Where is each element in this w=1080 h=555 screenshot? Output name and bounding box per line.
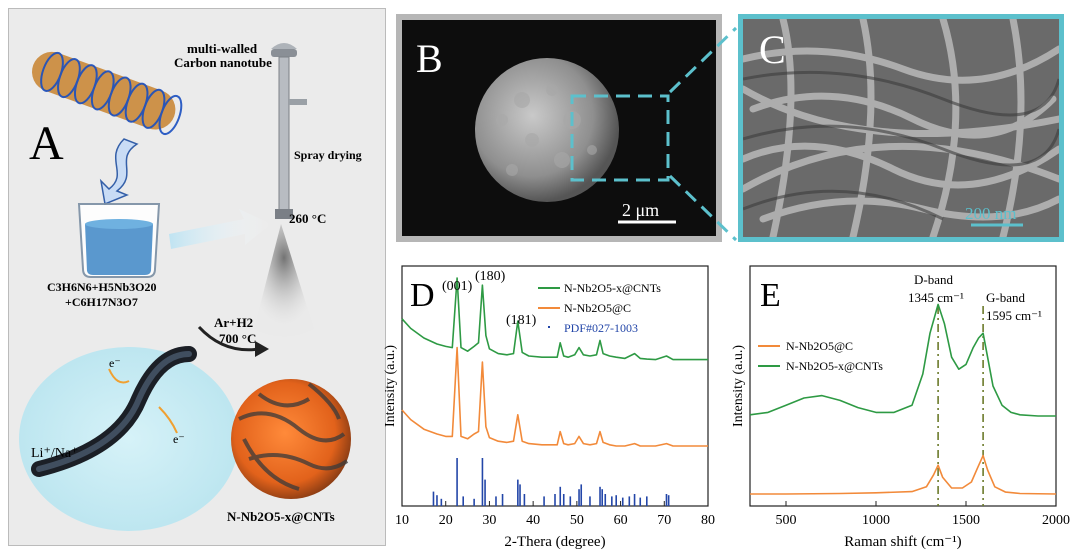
xtick-label: 1500 [952,513,980,528]
chart-d-xticks: 10 20 30 40 50 60 70 80 [395,501,715,528]
gas-label: Ar+H2 [214,315,253,330]
xtick-label: 1000 [862,513,890,528]
anneal-temp-label: 700 °C [219,331,256,346]
temp-label: 260 °C [289,211,326,226]
xtick-label: 80 [701,513,715,528]
spray-label: Spray drying [294,148,362,162]
xtick-label: 10 [395,513,409,528]
series-line-0 [749,303,1056,417]
xtick-label: 20 [439,513,453,528]
annotation-180: (180) [475,269,506,284]
nanotube-label-1: multi-walled [187,41,258,56]
annotation-181: (181) [506,313,537,328]
band-d-value: 1345 cm⁻¹ [908,290,964,305]
panel-b-svg: B 2 μm [416,36,676,224]
panel-b-letter: B [416,36,443,81]
chart-d-series [401,277,708,506]
panel-a-letter: A [29,117,64,170]
scale-bar-b-label: 2 μm [622,200,659,220]
chart-e-frame [749,265,1057,507]
electron-label-2: e⁻ [173,432,185,446]
chart-d-ylabel: Intensity (a.u.) [383,345,398,427]
product-label: N-Nb2O5-x@CNTs [227,509,335,524]
electron-label-1: e⁻ [109,356,121,370]
nanotube-label-2: Carbon nanotube [174,55,272,70]
band-g-value: 1595 cm⁻¹ [986,308,1042,323]
zoom-connector [668,26,738,242]
panel-e-letter: E [760,277,781,314]
chart-e-series [749,303,1057,495]
chart-e-ylabel: Intensity (a.u.) [731,345,746,427]
spray-mist [254,224,314,337]
panel-d-letter: D [410,277,435,314]
scale-bar-c-label: 200 nm [965,204,1016,223]
xtick-label: 70 [657,513,671,528]
anneal-arrow-icon [197,325,260,352]
band-d-label: D-band [914,272,953,287]
series-line-0 [401,277,708,361]
curved-arrow-icon [99,138,139,206]
panel-c-svg: C 200 nm [743,19,1059,237]
panel-b-sem-image: B 2 μm [396,14,722,242]
legend-d-3: PDF#027-1003 [564,321,638,335]
legend-e-2: N-Nb2O5-x@CNTs [786,359,883,373]
series-line-1 [401,346,708,447]
series-line-1 [750,454,1057,495]
legend-d-2: N-Nb2O5@C [564,301,631,315]
xtick-label: 60 [614,513,628,528]
process-arrow-icon [169,209,271,249]
xtick-label: 50 [570,513,584,528]
zoom-region-box [570,94,670,182]
panel-a-schematic: multi-walled Carbon nanotube A C3H6N6+H5… [8,8,386,546]
ion-label: Li⁺/Na⁺ [31,446,78,461]
spray-dryer-icon [271,43,307,219]
legend-d-1: N-Nb2O5-x@CNTs [564,281,661,295]
chart-d-xlabel: 2-Thera (degree) [504,534,605,550]
chart-e-xticks: 500 1000 1500 2000 [776,501,1070,528]
xtick-label: 2000 [1042,513,1070,528]
chart-d-legend: N-Nb2O5-x@CNTs N-Nb2O5@C PDF#027-1003 [538,281,661,335]
panel-c-letter: C [759,27,786,72]
legend-e-1: N-Nb2O5@C [786,339,853,353]
panel-a-svg: multi-walled Carbon nanotube A C3H6N6+H5… [19,41,362,531]
carbon-nanotube-illustration [32,51,183,136]
xtick-label: 500 [776,513,797,528]
panel-e-raman-chart: 500 1000 1500 2000 E D-band 1345 cm⁻¹ G-ban… [731,265,1070,550]
ion-transport-halo [19,347,239,531]
xtick-label: 30 [482,513,496,528]
chart-d-frame [401,265,709,507]
chart-e-legend: N-Nb2O5@C N-Nb2O5-x@CNTs [758,339,883,373]
beaker-icon [77,203,161,278]
annotation-001: (001) [442,279,473,294]
band-g-label: G-band [986,290,1025,305]
chart-e-xlabel: Raman shift (cm⁻¹) [844,534,961,550]
xtick-label: 40 [526,513,540,528]
panel-d-xrd-chart: 10 20 30 40 50 60 70 80 D (001) (180) (181) N-N… [383,265,715,550]
chart-e-band-lines [937,306,984,506]
panel-c-sem-image: C 200 nm [738,14,1064,242]
precursor-line-1: C3H6N6+H5Nb3O20 [47,280,157,294]
precursor-line-2: +C6H17N3O7 [65,295,138,309]
